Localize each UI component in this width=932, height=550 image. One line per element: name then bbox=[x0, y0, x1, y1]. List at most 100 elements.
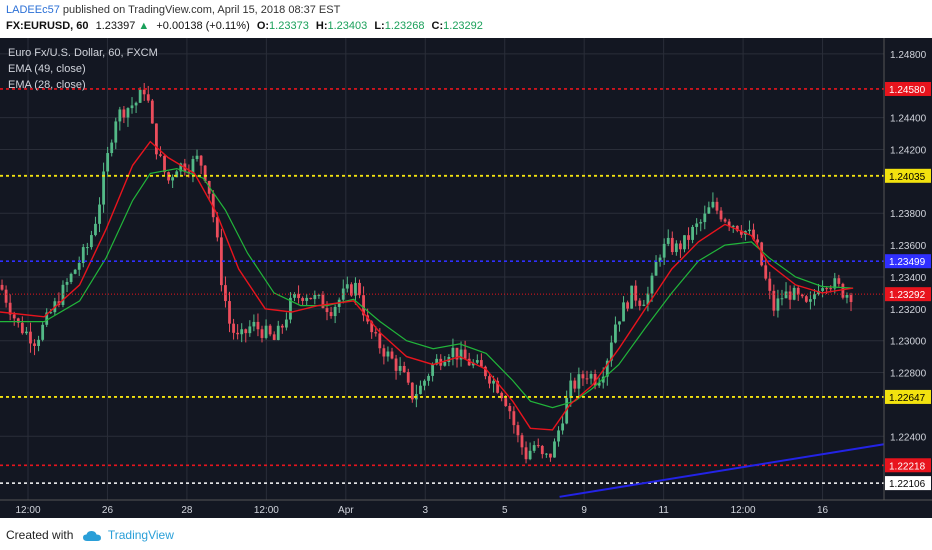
candle-body bbox=[512, 411, 516, 426]
candle-body bbox=[272, 334, 276, 340]
candle-body bbox=[73, 269, 77, 274]
level-label: 1.22106 bbox=[889, 479, 926, 490]
last-price: 1.23397 bbox=[95, 20, 136, 32]
candle-body bbox=[313, 294, 317, 300]
candle-body bbox=[81, 247, 85, 264]
tradingview-cloud-icon bbox=[82, 530, 101, 541]
chart-area[interactable]: 1.24580 1.24035 1.23499 1.23292 1.22647 1.222… bbox=[0, 38, 932, 518]
candle-body bbox=[138, 89, 142, 103]
candle-body bbox=[463, 349, 467, 359]
candle-body bbox=[228, 301, 231, 324]
price-chart[interactable]: 1.24580 1.24035 1.23499 1.23292 1.22647 1.222… bbox=[0, 38, 932, 518]
candle-body bbox=[252, 321, 256, 327]
legend: Euro Fx/U.S. Dollar, 60, FXCM EMA (49, c… bbox=[8, 47, 158, 91]
candle-body bbox=[126, 108, 130, 118]
levels: 1.24580 1.24035 1.23499 1.23292 1.22647 1.222… bbox=[0, 81, 931, 491]
candle-body bbox=[69, 273, 73, 282]
candle-body bbox=[723, 219, 727, 222]
tradingview-brand[interactable]: TradingView bbox=[107, 528, 174, 542]
candle-body bbox=[601, 376, 605, 383]
level-label-box bbox=[885, 254, 931, 269]
candle-body bbox=[687, 235, 690, 240]
candle-body bbox=[772, 290, 776, 311]
chart-header: LADEEc57 published on TradingView.com, A… bbox=[0, 0, 932, 38]
candle-body bbox=[240, 329, 244, 335]
candle-body bbox=[699, 222, 703, 224]
candle-body bbox=[289, 297, 292, 320]
price-tick-label: 1.23400 bbox=[890, 273, 927, 284]
candle-body bbox=[455, 347, 459, 360]
candle-body bbox=[752, 229, 755, 240]
time-tick-label: 11 bbox=[658, 505, 669, 516]
candle-body bbox=[329, 312, 333, 317]
candle-body bbox=[825, 288, 829, 290]
candle-body bbox=[378, 333, 382, 349]
candle-body bbox=[451, 347, 455, 357]
candle-body bbox=[792, 287, 796, 300]
candle-body bbox=[179, 163, 183, 172]
candle-body bbox=[374, 332, 378, 334]
candle-body bbox=[484, 366, 487, 377]
candle-body bbox=[695, 223, 699, 227]
candle-body bbox=[382, 348, 386, 357]
candle-body bbox=[528, 450, 532, 460]
ema28-line bbox=[0, 140, 854, 431]
candle-body bbox=[841, 283, 845, 298]
created-with-text: Created with bbox=[6, 528, 74, 542]
level-label: 1.22647 bbox=[889, 393, 926, 404]
price-tick-label: 1.23200 bbox=[890, 305, 927, 316]
candle-body bbox=[301, 298, 305, 301]
candle-body bbox=[195, 155, 199, 160]
candle-body bbox=[114, 121, 118, 143]
candle-body bbox=[264, 325, 268, 338]
candle-body bbox=[650, 275, 654, 294]
price-axis[interactable]: 1.24800 1.24400 1.24200 1.23800 1.23600 1.234… bbox=[890, 50, 927, 443]
candle-body bbox=[427, 375, 430, 381]
time-tick-label: 5 bbox=[502, 505, 508, 516]
candle-body bbox=[573, 380, 577, 389]
level-label-box bbox=[885, 476, 931, 491]
time-axis[interactable]: 12:00 26 28 12:00 Apr 3 5 9 11 12:00 16 bbox=[15, 505, 828, 516]
candle-body bbox=[402, 365, 406, 373]
candle-body bbox=[756, 239, 759, 243]
candle-body bbox=[406, 372, 410, 383]
time-tick-label: 9 bbox=[581, 505, 587, 516]
candle-body bbox=[768, 278, 772, 291]
publish-info: LADEEc57 published on TradingView.com, A… bbox=[6, 4, 340, 16]
candle-body bbox=[45, 312, 49, 325]
candle-body bbox=[577, 374, 581, 389]
candle-body bbox=[585, 378, 589, 380]
candle-body bbox=[423, 380, 426, 386]
candle-body bbox=[244, 329, 248, 334]
candle-body bbox=[679, 243, 682, 250]
candle-body bbox=[691, 226, 695, 240]
candle-body bbox=[492, 380, 495, 384]
level-label: 1.22218 bbox=[889, 461, 926, 472]
candle-body bbox=[305, 297, 309, 301]
candle-body bbox=[297, 293, 300, 299]
candle-body bbox=[642, 304, 646, 306]
candle-body bbox=[309, 297, 313, 300]
candle-body bbox=[362, 295, 365, 316]
close-value: 1.23292 bbox=[443, 20, 483, 32]
candle-body bbox=[85, 247, 89, 249]
time-tick-label: Apr bbox=[338, 505, 354, 516]
candle-body bbox=[77, 263, 81, 270]
candle-body bbox=[130, 105, 134, 109]
candles bbox=[0, 83, 853, 464]
candle-body bbox=[532, 445, 536, 451]
candle-body bbox=[508, 405, 512, 412]
candle-body bbox=[98, 204, 101, 224]
trendline[interactable] bbox=[559, 443, 885, 498]
time-tick-label: 3 bbox=[422, 505, 428, 516]
author-link[interactable]: LADEEc57 bbox=[6, 4, 60, 16]
level-label-box bbox=[885, 168, 931, 183]
candle-body bbox=[25, 331, 28, 334]
candle-body bbox=[199, 155, 203, 166]
candle-body bbox=[236, 332, 240, 335]
candle-body bbox=[581, 374, 585, 379]
candle-body bbox=[163, 155, 166, 173]
published-text: published on TradingView.com, April 15, … bbox=[62, 4, 341, 16]
candle-body bbox=[662, 243, 666, 258]
level-label-box bbox=[885, 287, 931, 302]
